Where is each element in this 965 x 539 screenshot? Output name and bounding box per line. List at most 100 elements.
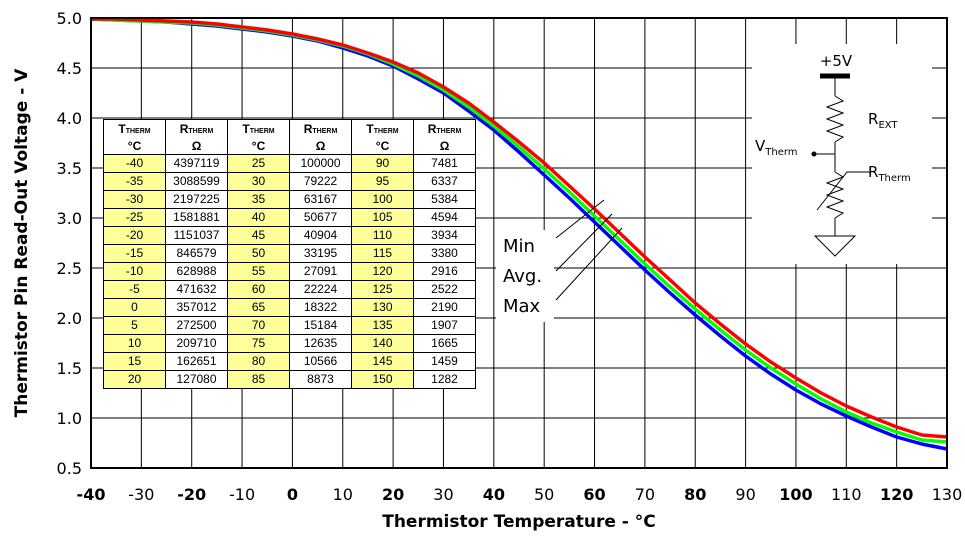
y-axis-title: Thermistor Pin Read-Out Voltage - V <box>12 68 32 418</box>
table-cell-temperature: -25 <box>103 208 166 227</box>
rtherm-label: RTherm <box>868 163 911 184</box>
table-cell-resistance: 79222 <box>289 172 352 191</box>
table-header-cell: TTHERM °C <box>227 119 290 155</box>
table-cell-resistance: 50677 <box>289 208 352 227</box>
vtherm-label: VTherm <box>755 137 798 158</box>
table-row: -30 2197225 35 63167 100 5384 <box>103 190 476 209</box>
supply-label: +5V <box>820 52 853 70</box>
table-cell-temperature: -15 <box>103 244 166 263</box>
table-cell-resistance: 2522 <box>413 280 476 299</box>
table-cell-resistance: 471632 <box>165 280 228 299</box>
table-body: -40 4397119 25 100000 90 7481 -35 3088599 30 7922… <box>103 154 476 389</box>
y-tick-label: 2.0 <box>57 309 82 328</box>
table-cell-resistance: 846579 <box>165 244 228 263</box>
table-cell-temperature: 50 <box>227 244 290 263</box>
table-cell-resistance: 40904 <box>289 226 352 245</box>
table-row: -15 846579 50 33195 115 3380 <box>103 244 476 263</box>
table-cell-temperature: 105 <box>351 208 414 227</box>
x-tick-label: 60 <box>583 485 605 504</box>
table-header-cell: RTHERM Ω <box>413 119 476 155</box>
table-row: 10 209710 75 12635 140 1665 <box>103 334 476 353</box>
x-tick-label: 90 <box>735 485 755 504</box>
rtherm-resistor <box>825 171 845 219</box>
legend-min: Min <box>503 236 535 257</box>
table-cell-temperature: 15 <box>103 352 166 371</box>
x-tick-label: 10 <box>333 485 353 504</box>
table-row: -20 1151037 45 40904 110 3934 <box>103 226 476 245</box>
y-tick-label: 5.0 <box>57 9 82 28</box>
table-row: 15 162651 80 10566 145 1459 <box>103 352 476 371</box>
series-line-max <box>91 17 948 439</box>
table-cell-resistance: 18322 <box>289 298 352 317</box>
table-cell-temperature: 145 <box>351 352 414 371</box>
table-cell-resistance: 162651 <box>165 352 228 371</box>
table-cell-temperature: -5 <box>103 280 166 299</box>
x-axis-title: Thermistor Temperature - °C <box>382 512 656 532</box>
x-tick-label: 110 <box>831 485 862 504</box>
table-cell-resistance: 22224 <box>289 280 352 299</box>
x-tick-label: 80 <box>684 485 706 504</box>
table-cell-temperature: 120 <box>351 262 414 281</box>
vtherm-node <box>811 151 817 157</box>
legend-avg: Avg. <box>503 266 542 287</box>
thermistor-table: TTHERM °C RTHERM Ω TTHERM °C RTHERM Ω TTHERM °C RT… <box>103 119 476 389</box>
x-tick-label: 20 <box>382 485 404 504</box>
leader-avg <box>555 213 613 272</box>
table-cell-temperature: -10 <box>103 262 166 281</box>
leader-min <box>555 199 605 239</box>
x-axis-ticks: -40 -30 -20 -10 0 10 20 30 40 50 60 70 80 90 100 110 120… <box>77 485 963 504</box>
x-tick-label: 100 <box>779 485 812 504</box>
table-cell-temperature: 70 <box>227 316 290 335</box>
table-cell-resistance: 3380 <box>413 244 476 263</box>
table-cell-temperature: 80 <box>227 352 290 371</box>
table-cell-resistance: 1665 <box>413 334 476 353</box>
table-cell-resistance: 1459 <box>413 352 476 371</box>
table-cell-resistance: 63167 <box>289 190 352 209</box>
table-cell-temperature: 40 <box>227 208 290 227</box>
table-cell-temperature: 85 <box>227 370 290 389</box>
table-cell-temperature: 60 <box>227 280 290 299</box>
legend-background <box>496 230 554 322</box>
y-tick-label: 1.0 <box>57 409 82 428</box>
table-cell-temperature: 65 <box>227 298 290 317</box>
table-row: 5 272500 70 15184 135 1907 <box>103 316 476 335</box>
x-tick-label: 50 <box>534 485 554 504</box>
table-header-cell: TTHERM °C <box>103 119 166 155</box>
table-header-cell: RTHERM Ω <box>165 119 228 155</box>
table-cell-temperature: 130 <box>351 298 414 317</box>
table-cell-resistance: 4397119 <box>165 154 228 173</box>
table-cell-resistance: 33195 <box>289 244 352 263</box>
y-tick-label: 3.0 <box>57 209 82 228</box>
table-cell-resistance: 8873 <box>289 370 352 389</box>
x-tick-label: 40 <box>483 485 505 504</box>
table-cell-resistance: 27091 <box>289 262 352 281</box>
table-cell-temperature: 20 <box>103 370 166 389</box>
table-cell-resistance: 5384 <box>413 190 476 209</box>
table-cell-resistance: 209710 <box>165 334 228 353</box>
table-cell-resistance: 272500 <box>165 316 228 335</box>
table-cell-temperature: 100 <box>351 190 414 209</box>
table-cell-temperature: 45 <box>227 226 290 245</box>
curves <box>90 17 948 451</box>
table-cell-temperature: 25 <box>227 154 290 173</box>
plot-frame <box>90 17 948 469</box>
y-tick-label: 2.5 <box>57 259 82 278</box>
table-cell-resistance: 6337 <box>413 172 476 191</box>
circuit-schematic: +5V REXT VTherm RTherm <box>752 44 932 264</box>
table-cell-resistance: 4594 <box>413 208 476 227</box>
table-header-cell: TTHERM °C <box>351 119 414 155</box>
table-row: -35 3088599 30 79222 95 6337 <box>103 172 476 191</box>
table-cell-resistance: 3934 <box>413 226 476 245</box>
rext-label: REXT <box>868 110 898 131</box>
table-cell-temperature: -40 <box>103 154 166 173</box>
table-cell-temperature: 10 <box>103 334 166 353</box>
table-cell-temperature: 35 <box>227 190 290 209</box>
y-axis-ticks: 0.5 1.0 1.5 2.0 2.5 3.0 3.5 4.0 4.5 5.0 <box>57 9 82 478</box>
table-cell-resistance: 15184 <box>289 316 352 335</box>
table-cell-resistance: 357012 <box>165 298 228 317</box>
x-tick-label: -20 <box>177 485 206 504</box>
table-cell-temperature: 110 <box>351 226 414 245</box>
table-row: -25 1581881 40 50677 105 4594 <box>103 208 476 227</box>
table-cell-resistance: 1907 <box>413 316 476 335</box>
y-tick-label: 4.5 <box>57 59 82 78</box>
